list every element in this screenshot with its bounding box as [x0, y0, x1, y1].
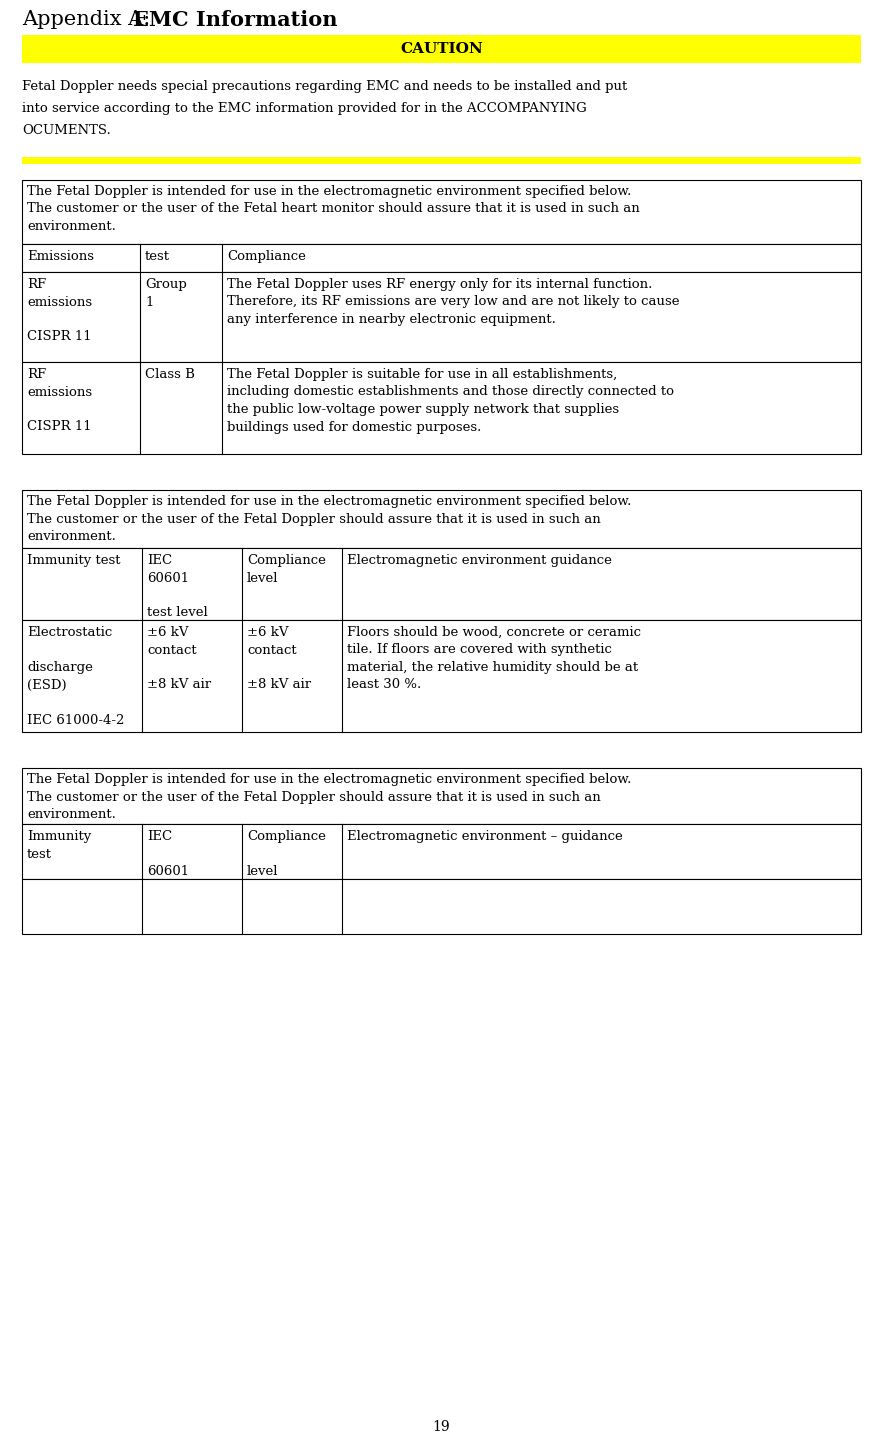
Text: Compliance

level: Compliance level: [247, 830, 326, 878]
Text: Electromagnetic environment – guidance: Electromagnetic environment – guidance: [347, 830, 623, 843]
Text: EMC Information: EMC Information: [133, 10, 337, 30]
Bar: [22, 619, 861, 731]
Text: 19: 19: [433, 1420, 450, 1434]
Bar: [22, 361, 861, 455]
Text: RF
emissions

CISPR 11: RF emissions CISPR 11: [27, 278, 92, 344]
Text: into service according to the EMC information provided for in the ACCOMPANYING: into service according to the EMC inform…: [22, 102, 586, 115]
Text: The Fetal Doppler is intended for use in the electromagnetic environment specifi: The Fetal Doppler is intended for use in…: [27, 185, 640, 232]
Text: Emissions: Emissions: [27, 250, 94, 262]
Text: Fetal Doppler needs special precautions regarding EMC and needs to be installed : Fetal Doppler needs special precautions …: [22, 80, 627, 93]
Text: IEC

60601: IEC 60601: [147, 830, 189, 878]
Text: ±6 kV
contact

±8 kV air: ±6 kV contact ±8 kV air: [247, 627, 311, 691]
Text: Compliance
level: Compliance level: [247, 554, 326, 585]
Text: Group
1: Group 1: [145, 278, 186, 308]
Bar: [22, 825, 861, 879]
Text: CAUTION: CAUTION: [400, 42, 483, 56]
Text: Compliance: Compliance: [227, 250, 306, 262]
Text: The Fetal Doppler is intended for use in the electromagnetic environment specifi: The Fetal Doppler is intended for use in…: [27, 495, 631, 543]
Bar: [22, 244, 861, 272]
Bar: [22, 156, 861, 163]
Text: ±6 kV
contact

±8 kV air: ±6 kV contact ±8 kV air: [147, 627, 211, 691]
Bar: [22, 548, 861, 619]
Text: The Fetal Doppler is suitable for use in all establishments,
including domestic : The Fetal Doppler is suitable for use in…: [227, 369, 674, 433]
Text: Floors should be wood, concrete or ceramic
tile. If floors are covered with synt: Floors should be wood, concrete or ceram…: [347, 627, 641, 691]
Text: RF
emissions

CISPR 11: RF emissions CISPR 11: [27, 369, 92, 433]
Text: IEC
60601

test level: IEC 60601 test level: [147, 554, 208, 619]
Bar: [22, 490, 861, 548]
Bar: [22, 34, 861, 63]
Text: The Fetal Doppler uses RF energy only for its internal function.
Therefore, its : The Fetal Doppler uses RF energy only fo…: [227, 278, 680, 326]
Text: test: test: [145, 250, 170, 262]
Bar: [22, 769, 861, 825]
Text: OCUMENTS.: OCUMENTS.: [22, 123, 110, 138]
Text: Electromagnetic environment guidance: Electromagnetic environment guidance: [347, 554, 612, 566]
Text: The Fetal Doppler is intended for use in the electromagnetic environment specifi: The Fetal Doppler is intended for use in…: [27, 773, 631, 822]
Bar: [22, 181, 861, 244]
Text: Immunity
test: Immunity test: [27, 830, 91, 860]
Text: Appendix A:: Appendix A:: [22, 10, 163, 29]
Bar: [22, 272, 861, 361]
Text: Electrostatic

discharge
(ESD)

IEC 61000-4-2: Electrostatic discharge (ESD) IEC 61000-…: [27, 627, 125, 727]
Text: Immunity test: Immunity test: [27, 554, 120, 566]
Text: Class B: Class B: [145, 369, 195, 381]
Bar: [22, 879, 861, 934]
